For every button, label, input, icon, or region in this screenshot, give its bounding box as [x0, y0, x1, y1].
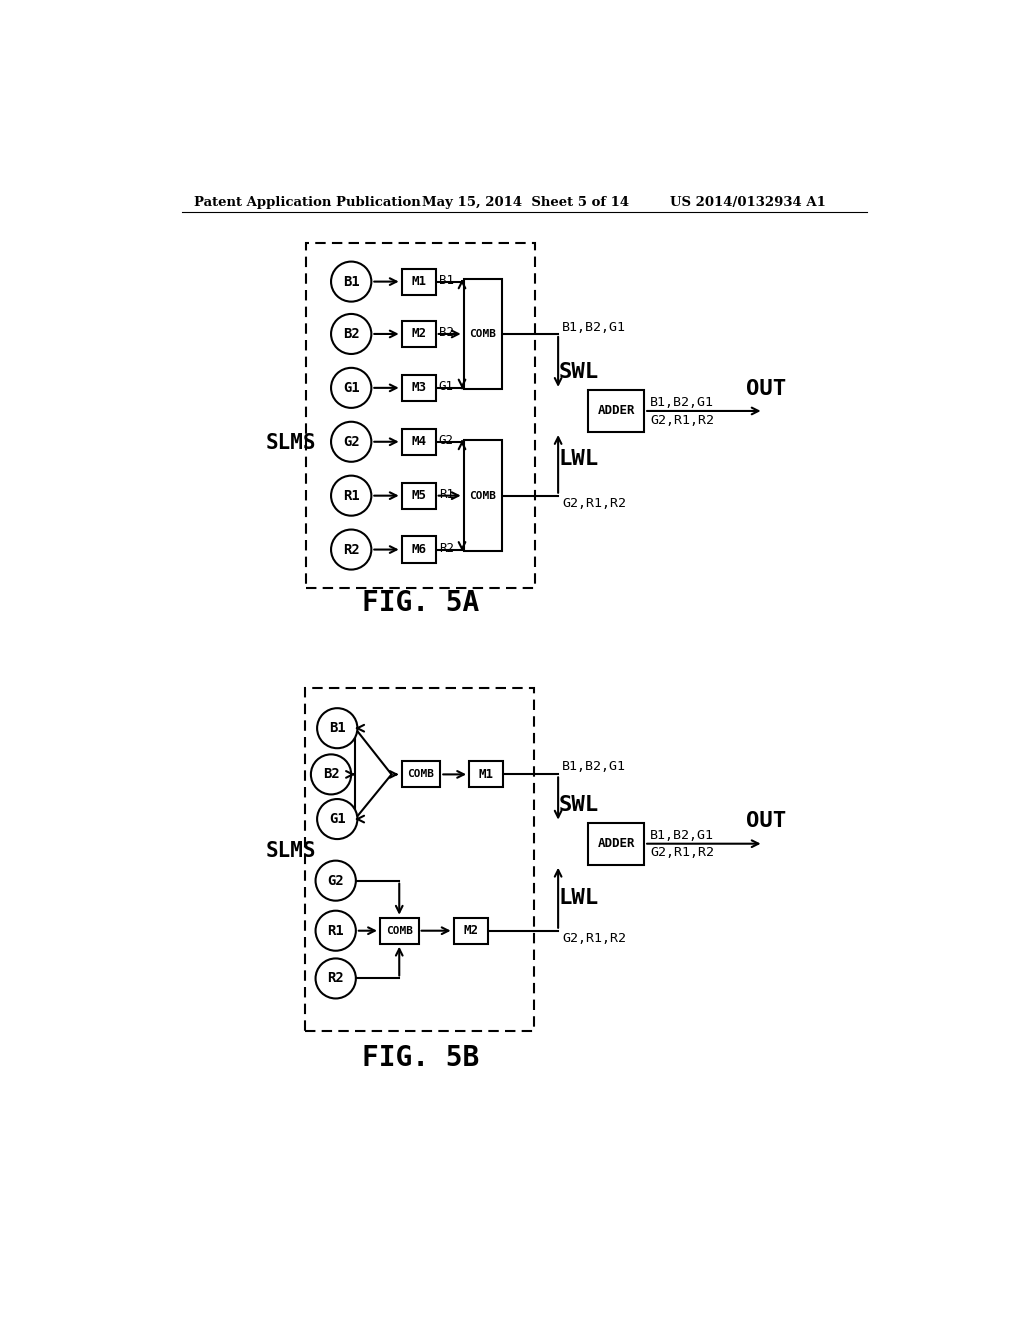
- Text: R2: R2: [438, 541, 454, 554]
- Bar: [589, 822, 644, 865]
- Text: M3: M3: [411, 381, 426, 395]
- Text: ADDER: ADDER: [597, 404, 635, 417]
- Text: R2: R2: [343, 543, 359, 557]
- Text: R2: R2: [328, 972, 344, 986]
- Circle shape: [331, 422, 372, 462]
- Circle shape: [331, 261, 372, 302]
- Circle shape: [315, 861, 356, 900]
- Text: COMB: COMB: [408, 770, 434, 779]
- Text: SLMS: SLMS: [266, 433, 316, 453]
- Text: OUT: OUT: [746, 379, 786, 400]
- Text: ADDER: ADDER: [597, 837, 635, 850]
- Bar: [401, 321, 435, 347]
- Circle shape: [331, 529, 372, 570]
- Text: G2,R1,R2: G2,R1,R2: [562, 496, 626, 510]
- Text: B2: B2: [323, 767, 339, 781]
- Bar: [401, 536, 435, 562]
- Text: G2: G2: [328, 874, 344, 887]
- Bar: [469, 762, 503, 788]
- Bar: [464, 441, 503, 552]
- Text: COMB: COMB: [469, 329, 497, 339]
- Text: M5: M5: [411, 490, 426, 502]
- Bar: [380, 917, 419, 944]
- Text: G2,R1,R2: G2,R1,R2: [562, 932, 626, 945]
- Bar: [401, 268, 435, 294]
- Text: SWL: SWL: [558, 795, 598, 816]
- Bar: [401, 429, 435, 455]
- Text: M4: M4: [411, 436, 426, 449]
- Bar: [454, 917, 487, 944]
- Text: R1: R1: [328, 924, 344, 937]
- Bar: [589, 389, 644, 432]
- Bar: [305, 688, 535, 1031]
- Text: G1: G1: [343, 381, 359, 395]
- Text: G1: G1: [329, 812, 346, 826]
- Text: OUT: OUT: [746, 810, 786, 830]
- Bar: [464, 280, 503, 388]
- Text: Patent Application Publication: Patent Application Publication: [194, 195, 421, 209]
- Text: B2: B2: [343, 327, 359, 341]
- Text: LWL: LWL: [558, 449, 598, 469]
- Text: B1: B1: [329, 721, 346, 735]
- Text: COMB: COMB: [386, 925, 413, 936]
- Text: B1,B2,G1: B1,B2,G1: [650, 829, 715, 842]
- Text: B1,B2,G1: B1,B2,G1: [650, 396, 715, 409]
- Text: B1,B2,G1: B1,B2,G1: [562, 760, 626, 774]
- Bar: [401, 762, 440, 788]
- Text: M2: M2: [463, 924, 478, 937]
- Circle shape: [315, 958, 356, 998]
- Circle shape: [331, 368, 372, 408]
- Text: G2: G2: [438, 434, 454, 446]
- Text: G1: G1: [438, 380, 454, 393]
- Text: M6: M6: [411, 543, 426, 556]
- Text: G2,R1,R2: G2,R1,R2: [650, 846, 715, 859]
- Text: B1,B2,G1: B1,B2,G1: [562, 321, 626, 334]
- Text: B1: B1: [438, 273, 454, 286]
- Text: LWL: LWL: [558, 887, 598, 908]
- Circle shape: [317, 708, 357, 748]
- Text: G2: G2: [343, 434, 359, 449]
- Text: May 15, 2014  Sheet 5 of 14: May 15, 2014 Sheet 5 of 14: [423, 195, 630, 209]
- Text: US 2014/0132934 A1: US 2014/0132934 A1: [671, 195, 826, 209]
- Circle shape: [331, 475, 372, 516]
- Text: B2: B2: [438, 326, 454, 339]
- Bar: [401, 483, 435, 508]
- Text: M1: M1: [478, 768, 494, 781]
- Bar: [401, 375, 435, 401]
- Text: R1: R1: [438, 487, 454, 500]
- Bar: [306, 243, 535, 589]
- Text: R1: R1: [343, 488, 359, 503]
- Text: FIG. 5A: FIG. 5A: [362, 590, 479, 618]
- Text: COMB: COMB: [469, 491, 497, 500]
- Text: FIG. 5B: FIG. 5B: [362, 1044, 479, 1072]
- Circle shape: [317, 799, 357, 840]
- Text: B1: B1: [343, 275, 359, 289]
- Circle shape: [311, 755, 351, 795]
- Text: SWL: SWL: [558, 363, 598, 383]
- Text: G2,R1,R2: G2,R1,R2: [650, 413, 715, 426]
- Text: M2: M2: [411, 327, 426, 341]
- Text: SLMS: SLMS: [266, 841, 316, 862]
- Text: M1: M1: [411, 275, 426, 288]
- Circle shape: [331, 314, 372, 354]
- Circle shape: [315, 911, 356, 950]
